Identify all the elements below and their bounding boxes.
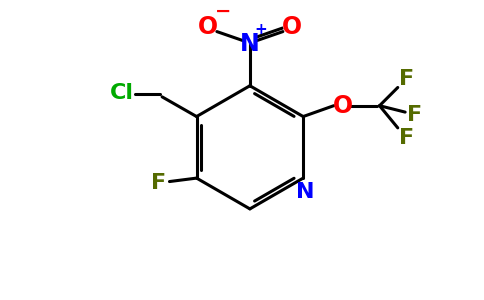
Text: −: − bbox=[214, 2, 231, 20]
Text: F: F bbox=[408, 105, 423, 124]
Text: N: N bbox=[240, 32, 260, 56]
Text: Cl: Cl bbox=[110, 83, 134, 103]
Text: F: F bbox=[151, 173, 166, 193]
Text: O: O bbox=[333, 94, 353, 118]
Text: F: F bbox=[399, 128, 414, 148]
Text: +: + bbox=[255, 22, 268, 37]
Text: O: O bbox=[282, 15, 302, 39]
Text: F: F bbox=[399, 69, 414, 88]
Text: O: O bbox=[198, 15, 218, 39]
Text: N: N bbox=[296, 182, 315, 202]
